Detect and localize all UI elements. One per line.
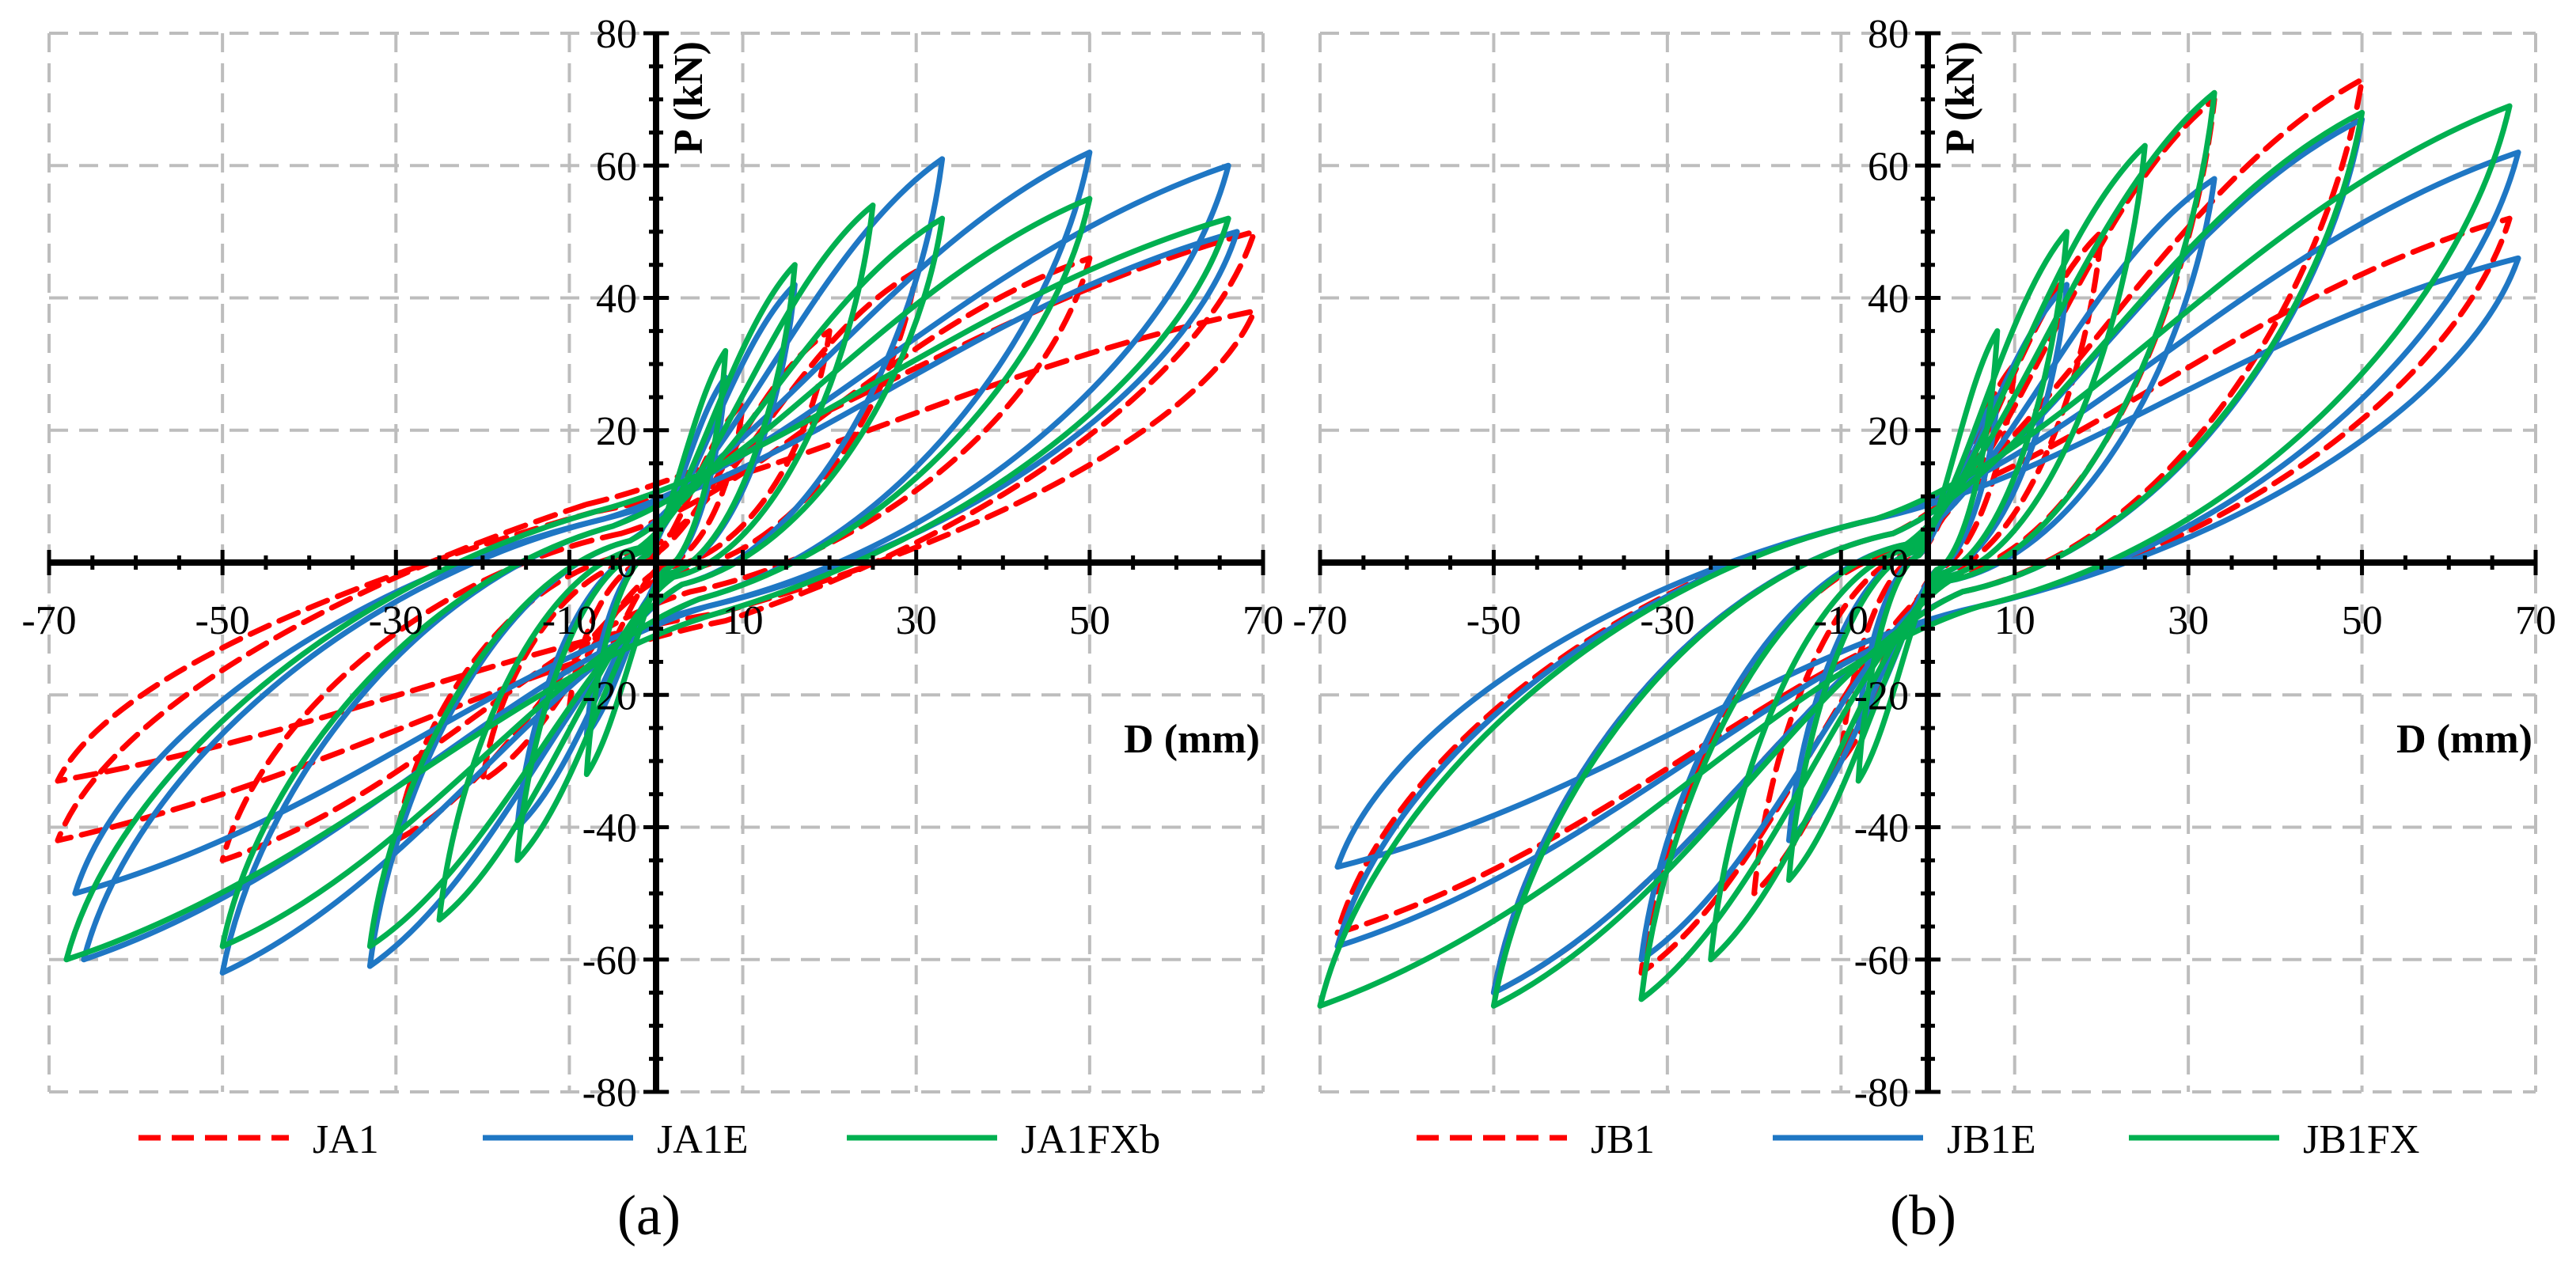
x-tick-label-50: 50 [1069,598,1110,643]
y-axis-title: P (kN) [1938,41,1983,154]
x-tick-label-30: 30 [896,598,937,643]
legend-a: JA1 JA1E JA1FXb [138,1117,1160,1162]
x-tick-label--50: -50 [1466,598,1521,643]
y-tick-label--60: -60 [1854,938,1909,983]
x-tick-label--30: -30 [369,598,423,643]
caption-b: (b) [1890,1184,1956,1247]
y-tick-label-60: 60 [596,144,637,189]
legend-label-jb1: JB1 [1591,1117,1655,1162]
x-tick-label-50: 50 [2342,598,2383,643]
loop-ja1e-6 [72,229,1240,896]
loop-jb1fx-4 [1638,89,2217,1002]
loop-jb1fx-2 [1785,229,2070,883]
panel-a: -70 -50 -30 -10 10 30 50 70 -80 -60 -40 -20 0 20 40 60 8… [21,12,1284,1116]
y-tick-label-60: 60 [1868,144,1909,189]
y-tick-label-80: 80 [1868,12,1909,57]
y-tick-label-40: 40 [1868,277,1909,322]
x-tick-label--70: -70 [21,598,76,643]
series-jb1fx [1317,89,2513,1009]
loop-jb1fx-5 [1490,109,2365,1009]
legend-b: JB1 JB1E JB1FX [1417,1117,2419,1162]
axes: -70 -50 -30 -10 10 30 50 70 -80 -60 -40 -20 0 20 40 60 8… [21,12,1284,1116]
legend-label-ja1fxb: JA1FXb [1021,1117,1160,1162]
loop-ja1fxb-3 [436,202,876,923]
y-axis-title: P (kN) [666,41,711,154]
series-group [1317,77,2521,1009]
x-tick-label--10: -10 [1814,598,1868,643]
x-tick-label--70: -70 [1292,598,1347,643]
y-tick-label--80: -80 [1854,1071,1909,1116]
y-tick-label--80: -80 [582,1071,637,1116]
panel-b: -70 -50 -30 -10 10 30 50 70 -80 -60 -40 -20 0 20 40 60 8… [1292,12,2556,1116]
series-group [55,150,1258,976]
x-tick-label-30: 30 [2168,598,2209,643]
axes: -70 -50 -30 -10 10 30 50 70 -80 -60 -40 -20 0 20 40 60 8… [1292,12,2556,1116]
legend-label-ja1: JA1 [313,1117,379,1162]
y-tick-label-20: 20 [596,409,637,454]
loop-ja1fxb-6 [63,215,1231,963]
y-tick-label-0: 0 [616,541,637,586]
caption-a: (a) [617,1184,681,1247]
y-tick-label--40: -40 [1854,806,1909,851]
x-axis-title: D (mm) [1124,717,1260,762]
y-tick-label--40: -40 [582,806,637,851]
x-tick-label-70: 70 [2515,598,2556,643]
y-tick-label-20: 20 [1868,409,1909,454]
x-tick-label--50: -50 [195,598,249,643]
x-axis-title: D (mm) [2396,717,2532,762]
x-tick-label--30: -30 [1640,598,1694,643]
x-tick-label--10: -10 [542,598,597,643]
y-tick-label--20: -20 [582,673,637,718]
loop-jb1-5 [1334,215,2513,936]
loop-ja1fxb-5 [219,195,1093,949]
y-tick-label--20: -20 [1854,673,1909,718]
legend-label-jb1e: JB1E [1947,1117,2036,1162]
x-tick-label-10: 10 [1994,598,2035,643]
x-tick-label-70: 70 [1242,598,1284,643]
y-tick-label-80: 80 [596,12,637,57]
series-ja1fxb [63,195,1231,963]
y-tick-label-40: 40 [596,277,637,322]
x-tick-label-10: 10 [723,598,764,643]
y-tick-label-0: 0 [1888,541,1909,586]
y-tick-label--60: -60 [582,938,637,983]
loop-jb1fx-6 [1317,103,2513,1009]
loop-jb1fx-3 [1708,142,2148,963]
loop-ja1fxb-4 [366,215,946,949]
loop-ja1-4 [219,255,1093,863]
loop-ja1fxb-2 [514,262,798,863]
legend-label-jb1fx: JB1FX [2303,1117,2419,1162]
legend-label-ja1e: JA1E [657,1117,749,1162]
